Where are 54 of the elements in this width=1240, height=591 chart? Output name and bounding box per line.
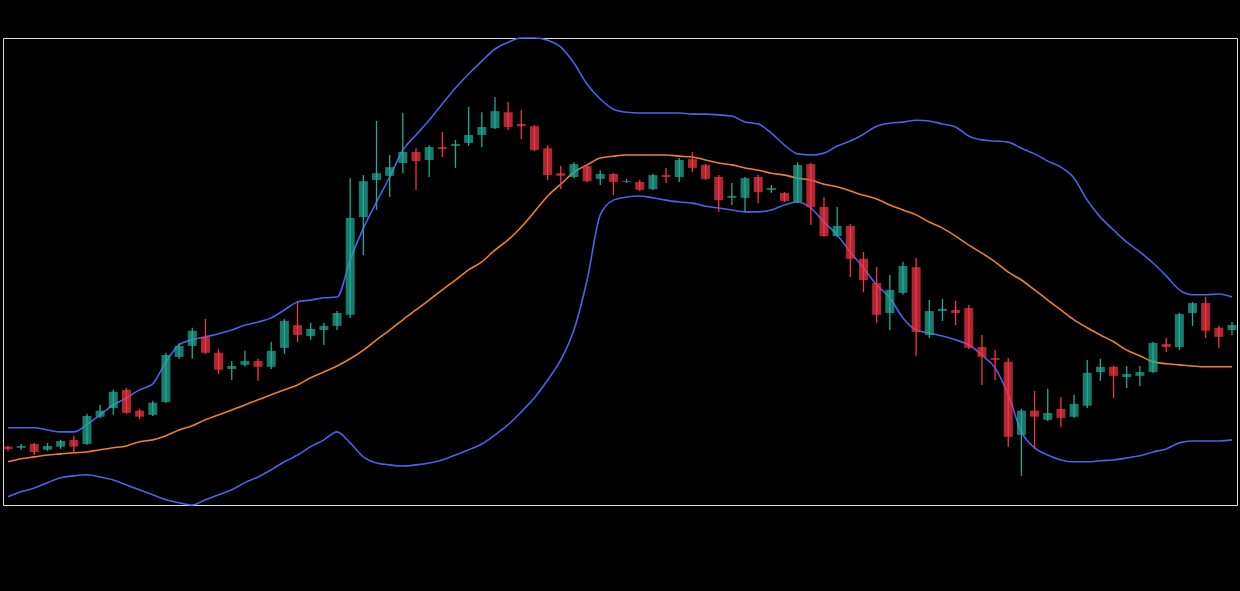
candlestick — [1135, 365, 1145, 387]
candlestick — [977, 334, 987, 386]
candlestick — [464, 106, 474, 147]
candlestick — [332, 310, 342, 331]
candlestick — [253, 358, 263, 382]
candlestick — [319, 322, 329, 346]
candlestick — [437, 131, 447, 158]
candlestick — [490, 96, 500, 130]
candlestick — [411, 147, 421, 191]
candlestick — [1056, 396, 1066, 428]
candlestick — [227, 360, 237, 381]
candlestick — [108, 389, 118, 416]
candlestick — [924, 299, 934, 339]
candlestick — [885, 274, 895, 331]
candlestick — [753, 174, 763, 204]
candlestick — [1043, 388, 1053, 422]
candlestick — [1069, 394, 1079, 419]
candlestick — [556, 165, 566, 190]
candlestick — [372, 120, 382, 211]
candlestick — [477, 111, 487, 148]
candlestick — [1095, 358, 1105, 382]
candlestick — [450, 139, 460, 169]
candlestick — [951, 300, 961, 326]
candlestick — [266, 341, 276, 370]
candlestick — [714, 174, 724, 213]
candlestick — [200, 318, 210, 355]
candlestick — [1214, 325, 1224, 349]
candlestick — [293, 300, 303, 343]
candlestick — [1109, 365, 1119, 399]
candlestick — [214, 348, 224, 375]
candlestick — [3, 445, 13, 452]
candlestick — [674, 157, 684, 183]
candlestick — [240, 350, 250, 368]
candlestick — [1227, 321, 1237, 336]
candlestick — [503, 101, 513, 131]
candlestick — [661, 167, 671, 184]
candlestick — [1122, 365, 1132, 389]
candlestick — [121, 387, 131, 415]
candlestick — [608, 172, 618, 196]
candlestick — [727, 182, 737, 206]
candlestick — [937, 298, 947, 322]
candlestick — [687, 151, 697, 173]
candlestick — [529, 124, 539, 152]
candlestick — [398, 112, 408, 174]
candlestick — [1188, 301, 1198, 327]
candlestick — [858, 251, 868, 293]
candlestick — [990, 349, 1000, 381]
candlestick — [516, 109, 526, 140]
candlestick — [1030, 390, 1040, 450]
candlestick — [740, 176, 750, 213]
candlestick — [424, 144, 434, 178]
candlestick — [832, 206, 842, 238]
candlestick — [187, 327, 197, 360]
candlestick — [385, 154, 395, 198]
